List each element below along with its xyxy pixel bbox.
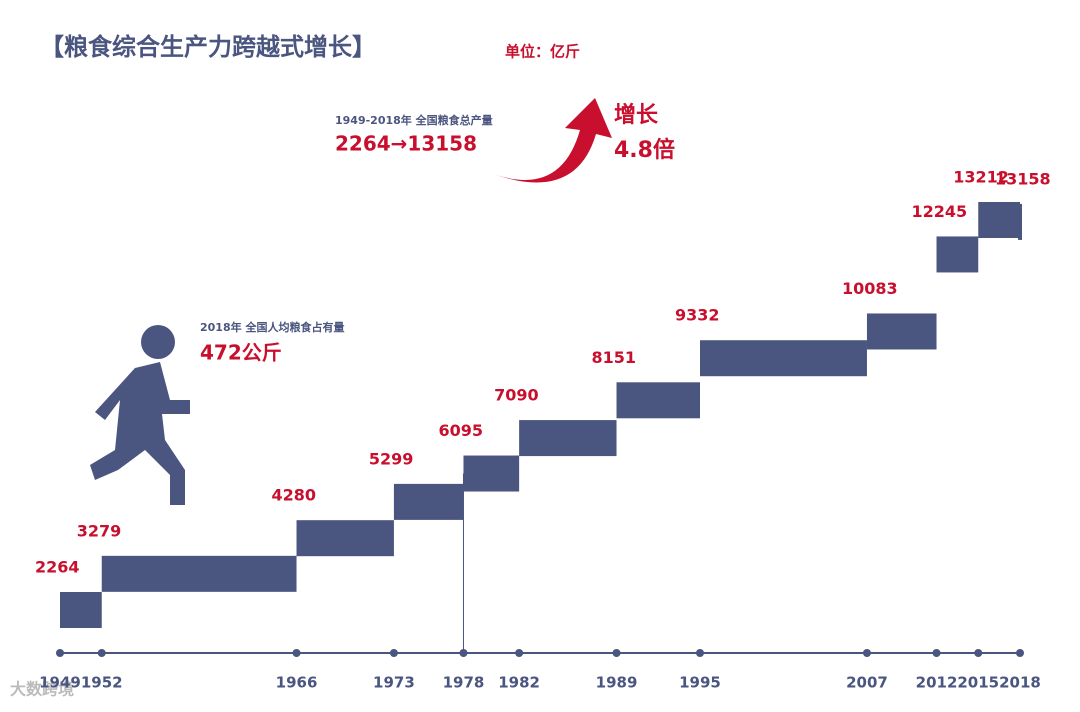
x-tick-label: 2012 bbox=[916, 674, 958, 692]
step-block bbox=[616, 382, 700, 419]
value-label: 13212 bbox=[953, 168, 1009, 187]
step-block bbox=[60, 592, 102, 628]
x-tick bbox=[56, 649, 64, 657]
x-tick-label: 1982 bbox=[498, 674, 540, 692]
x-tick-label: 1952 bbox=[81, 674, 123, 692]
x-tick bbox=[389, 649, 398, 657]
x-tick-label: 1978 bbox=[443, 674, 485, 692]
value-label: 4280 bbox=[272, 486, 317, 505]
step-block bbox=[296, 520, 394, 557]
annotation: 2018年 全国人均粮食占有量 bbox=[200, 320, 344, 334]
step-block bbox=[101, 555, 297, 592]
x-tick-label: 1949 bbox=[39, 674, 81, 692]
x-tick-label: 2018 bbox=[999, 674, 1041, 692]
step-block bbox=[700, 340, 867, 377]
x-tick bbox=[932, 649, 941, 657]
step-block bbox=[866, 313, 937, 350]
x-tick bbox=[974, 649, 983, 657]
chart-title: 【粮食综合生产力跨越式增长】 bbox=[40, 33, 376, 61]
value-label: 2264 bbox=[35, 558, 80, 577]
x-tick bbox=[515, 649, 524, 657]
value-label: 6095 bbox=[438, 421, 483, 440]
annotation: 1949-2018年 全国粮食总产量 bbox=[335, 113, 493, 127]
step-block bbox=[936, 236, 979, 273]
x-tick bbox=[97, 649, 106, 657]
x-tick bbox=[862, 649, 871, 657]
x-tick bbox=[612, 649, 621, 657]
annotation: 增长 bbox=[614, 102, 659, 128]
x-tick bbox=[1016, 649, 1024, 657]
x-tick-label: 1989 bbox=[596, 674, 638, 692]
x-tick-label: 2007 bbox=[846, 674, 888, 692]
value-label: 10083 bbox=[842, 279, 898, 298]
x-tick-label: 1966 bbox=[276, 674, 318, 692]
value-label: 5299 bbox=[369, 449, 414, 468]
step-block bbox=[978, 202, 1020, 238]
value-label: 13158 bbox=[995, 169, 1051, 188]
step-block bbox=[519, 420, 617, 457]
value-label: 7090 bbox=[494, 386, 539, 405]
step-end bbox=[1018, 203, 1022, 240]
x-tick bbox=[696, 649, 704, 657]
step-block bbox=[393, 483, 464, 520]
value-label: 12245 bbox=[912, 202, 968, 221]
value-label: 9332 bbox=[675, 306, 720, 325]
x-tick-label: 1973 bbox=[373, 674, 415, 692]
x-tick bbox=[292, 649, 301, 657]
annotation: 4.8倍 bbox=[614, 137, 675, 163]
watermark: 大数跨境 bbox=[10, 680, 74, 699]
value-label: 8151 bbox=[592, 348, 637, 367]
x-tick-label: 2015 bbox=[957, 674, 999, 692]
x-tick-label: 1995 bbox=[679, 674, 721, 692]
value-label: 3279 bbox=[77, 521, 122, 540]
annotation: 472公斤 bbox=[200, 341, 282, 365]
person-icon bbox=[90, 325, 190, 505]
annotation: 2264→13158 bbox=[335, 132, 477, 156]
growth-arrow bbox=[488, 98, 612, 183]
step-block bbox=[463, 455, 520, 492]
unit-label: 单位：亿斤 bbox=[505, 43, 580, 61]
